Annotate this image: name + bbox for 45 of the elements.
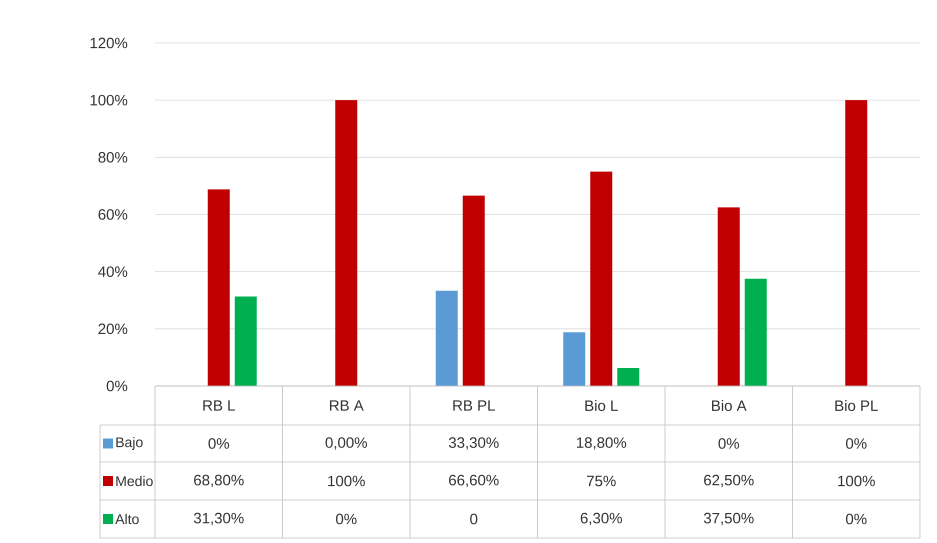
bar xyxy=(234,296,257,386)
data-label: 0% xyxy=(846,438,867,449)
data-label: 37,50% xyxy=(704,512,754,526)
data-label: 6,30% xyxy=(580,512,622,526)
x-tick-label: Bio A xyxy=(712,400,747,411)
legend-label: Bajo xyxy=(116,436,143,450)
bar xyxy=(617,368,640,386)
bar xyxy=(563,332,586,386)
legend-label: Medio xyxy=(116,476,153,486)
data-label: 68,80% xyxy=(194,474,244,488)
data-label: 100% xyxy=(328,476,365,486)
bar xyxy=(718,207,740,386)
data-label: 33,30% xyxy=(448,437,499,450)
data-label: 0% xyxy=(846,514,867,524)
data-label: 0,00% xyxy=(326,437,367,450)
data-label: 0% xyxy=(208,438,230,449)
bar xyxy=(744,278,767,386)
x-tick-label: RB A xyxy=(330,400,364,411)
data-label: 66,60% xyxy=(449,474,499,488)
y-tick-label: 120% xyxy=(90,38,128,48)
x-tick-label: RB PL xyxy=(453,400,495,411)
y-tick-label: 0% xyxy=(106,380,128,392)
y-tick-label: 100% xyxy=(90,94,128,106)
data-label: 31,30% xyxy=(194,512,244,526)
bar xyxy=(436,290,458,386)
bar xyxy=(462,196,485,386)
data-label: 0% xyxy=(718,438,740,449)
y-tick-label: 80% xyxy=(98,152,128,163)
data-label: 100% xyxy=(838,476,875,486)
data-label: 62,50% xyxy=(704,474,754,488)
y-tick-label: 40% xyxy=(98,266,128,277)
bar xyxy=(335,100,358,386)
y-tick-label: 20% xyxy=(98,324,128,334)
y-tick-label: 60% xyxy=(98,209,128,220)
x-tick-label: RB L xyxy=(203,400,235,411)
data-label: 75% xyxy=(587,476,616,486)
bar xyxy=(208,189,230,386)
data-label: 0% xyxy=(336,514,357,524)
bar xyxy=(590,172,612,386)
data-label: 0 xyxy=(470,514,478,524)
x-tick-label: Bio L xyxy=(585,400,618,411)
bar xyxy=(845,100,868,386)
legend-label: Alto xyxy=(115,514,139,524)
x-tick-label: Bio PL xyxy=(835,400,878,411)
data-label: 18,80% xyxy=(576,437,626,450)
